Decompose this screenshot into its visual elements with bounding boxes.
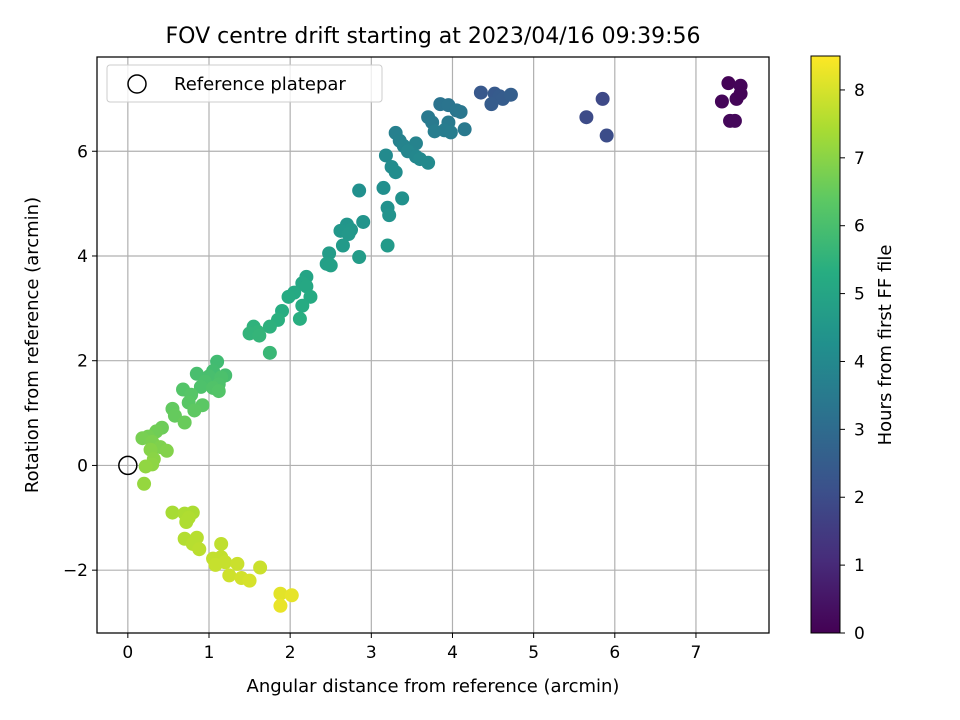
x-axis-ticks: 0 1 2 3 4 5 6 7	[122, 633, 701, 663]
y-tick-label: 0	[77, 456, 88, 476]
scatter-point	[380, 238, 395, 253]
reference-platepar-marker	[118, 455, 138, 476]
scatter-point	[388, 165, 403, 180]
scatter-point	[352, 183, 367, 198]
x-tick-label: 7	[691, 643, 702, 663]
x-axis-label: Angular distance from reference (arcmin)	[247, 676, 620, 697]
scatter-point	[484, 97, 499, 112]
scatter-point	[262, 319, 277, 334]
scatter-point	[595, 91, 610, 106]
scatter-point	[273, 586, 288, 601]
y-tick-label: 2	[77, 352, 88, 372]
scatter-point	[733, 86, 748, 101]
scatter-point	[292, 311, 307, 326]
scatter-point	[193, 379, 208, 394]
legend-label: Reference platepar	[174, 74, 346, 95]
scatter-point	[376, 180, 391, 195]
scatter-point	[323, 258, 338, 273]
scatter-point	[599, 128, 614, 143]
x-tick-label: 6	[609, 643, 620, 663]
scatter-point	[453, 104, 468, 119]
scatter-point	[208, 557, 223, 572]
scatter-point	[159, 443, 174, 458]
scatter-point	[252, 328, 267, 343]
colorbar-gradient	[810, 55, 841, 634]
colorbar: 0 1 2 3 4 5 6 7 8 Hours from first FF file	[810, 55, 896, 644]
colorbar-tick-label: 5	[854, 285, 865, 305]
colorbar-label: Hours from first FF file	[875, 245, 896, 446]
scatter-point	[473, 85, 488, 100]
scatter-point	[341, 226, 356, 241]
scatter-point	[335, 238, 350, 253]
scatter-point	[192, 542, 207, 557]
scatter-point	[352, 250, 367, 265]
scatter-point	[295, 298, 310, 313]
scatter-point	[242, 573, 257, 588]
scatter-point	[262, 345, 277, 360]
scatter-point	[165, 505, 180, 520]
colorbar-tick-label: 1	[854, 556, 865, 576]
colorbar-tick-label: 4	[854, 352, 865, 372]
scatter-point	[721, 76, 736, 91]
scatter-point	[138, 459, 153, 474]
y-tick-label: 4	[77, 247, 88, 267]
data-points	[135, 76, 748, 613]
legend-marker	[127, 74, 147, 94]
scatter-point	[421, 155, 436, 170]
scatter-point	[222, 568, 237, 583]
grid-lines	[97, 57, 769, 633]
scatter-point	[177, 415, 192, 430]
scatter-point	[322, 246, 337, 261]
y-axis-label: Rotation from reference (arcmin)	[22, 197, 43, 493]
scatter-point	[378, 148, 393, 163]
colorbar-tick-label: 3	[854, 420, 865, 440]
x-tick-label: 4	[447, 643, 458, 663]
scatter-point	[211, 384, 226, 399]
scatter-point	[382, 208, 397, 223]
colorbar-tick-label: 2	[854, 488, 865, 508]
y-tick-label: 6	[77, 142, 88, 162]
scatter-point	[179, 514, 194, 529]
scatter-point	[137, 476, 152, 491]
scatter-point	[457, 122, 472, 137]
colorbar-tick-label: 8	[854, 81, 865, 101]
scatter-point	[273, 598, 288, 613]
y-tick-label: −2	[63, 561, 88, 581]
scatter-point	[187, 403, 202, 418]
x-tick-label: 5	[528, 643, 539, 663]
chart-title: FOV centre drift starting at 2023/04/16 …	[166, 24, 701, 49]
plot-frame	[96, 56, 770, 634]
x-tick-label: 0	[122, 643, 133, 663]
scatter-point	[214, 536, 229, 551]
scatter-point	[253, 560, 268, 575]
legend: Reference platepar	[106, 64, 383, 103]
x-tick-label: 3	[366, 643, 377, 663]
scatter-point	[727, 113, 742, 128]
colorbar-tick-label: 7	[854, 149, 865, 169]
scatter-point	[579, 110, 594, 125]
scatter-point	[230, 556, 245, 571]
y-axis-ticks: −2 0 2 4 6	[63, 142, 97, 581]
scatter-point	[395, 191, 410, 206]
colorbar-tick-label: 0	[854, 624, 865, 644]
scatter-point	[167, 408, 182, 423]
scatter-point	[281, 289, 296, 304]
legend-box	[106, 64, 383, 103]
scatter-point	[714, 94, 729, 109]
scatter-point	[303, 289, 318, 304]
colorbar-ticks: 0 1 2 3 4 5 6 7 8	[840, 81, 865, 644]
scatter-point	[356, 214, 371, 229]
scatter-point	[284, 588, 299, 603]
scatter-point	[427, 124, 442, 139]
scatter-point	[503, 87, 518, 102]
x-tick-label: 2	[285, 643, 296, 663]
x-tick-label: 1	[204, 643, 215, 663]
colorbar-tick-label: 6	[854, 217, 865, 237]
scatter-point	[443, 125, 458, 140]
